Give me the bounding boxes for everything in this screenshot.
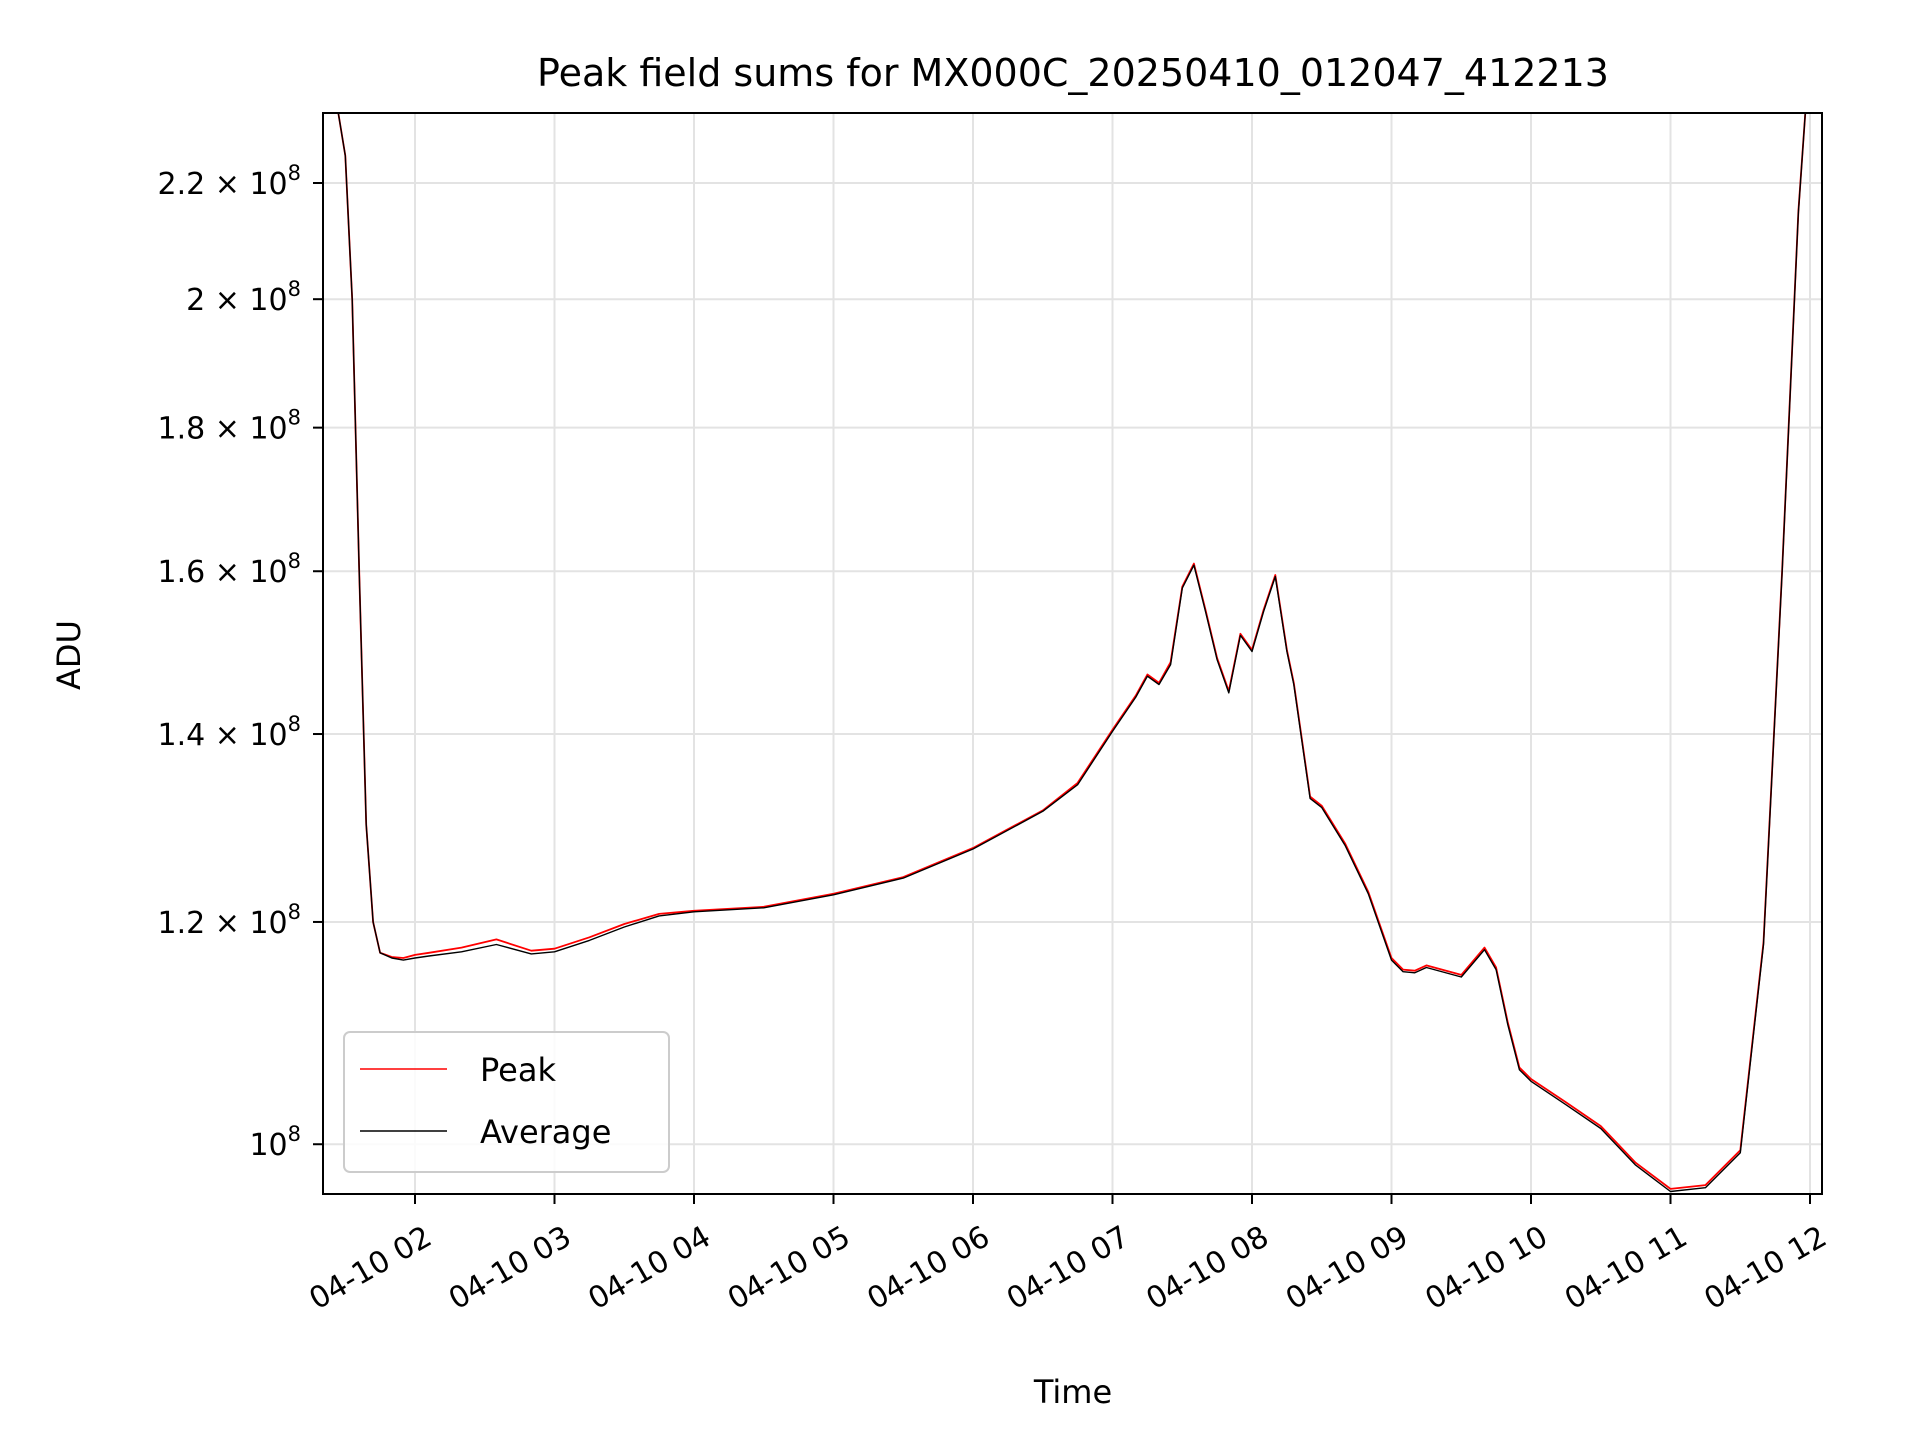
y-tick-label: 1.8 × 108 bbox=[158, 406, 301, 447]
y-tick-label: 1.4 × 108 bbox=[158, 712, 301, 753]
y-tick-label: 2 × 108 bbox=[186, 277, 301, 318]
y-axis-label: ADU bbox=[50, 620, 88, 690]
series-layer bbox=[324, 112, 1807, 1193]
y-tick-label: 1.2 × 108 bbox=[158, 900, 301, 941]
plot-frame bbox=[322, 112, 1823, 1195]
y-tick-label: 1.6 × 108 bbox=[158, 549, 301, 590]
legend: Peak Average bbox=[343, 1031, 670, 1173]
series-line-average bbox=[324, 112, 1806, 1193]
chart-title: Peak field sums for MX000C_20250410_0120… bbox=[537, 51, 1609, 95]
y-axis: 108 1.2 × 108 1.4 × 108 1.6 × 108 1.8 × 108 2… bbox=[158, 161, 323, 1163]
legend-label-peak: Peak bbox=[480, 1051, 556, 1089]
y-tick-label: 2.2 × 108 bbox=[158, 161, 301, 202]
legend-box bbox=[343, 1031, 670, 1173]
grid-layer bbox=[323, 113, 1822, 1194]
x-axis-label: Time bbox=[1033, 1373, 1112, 1411]
y-tick-label: 108 bbox=[249, 1122, 301, 1163]
legend-label-average: Average bbox=[480, 1113, 611, 1151]
